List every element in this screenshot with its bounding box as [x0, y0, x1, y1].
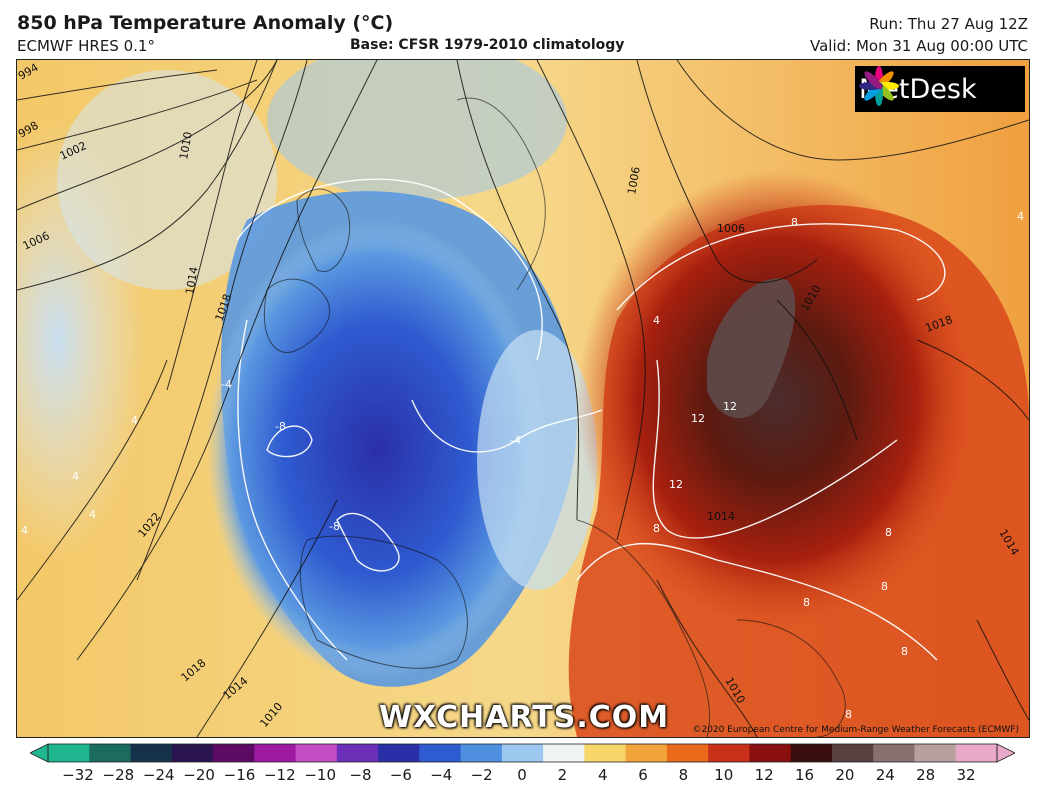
colorbar-right-arrow [996, 743, 1015, 763]
metdesk-logo: MetDesk [855, 66, 1025, 112]
anomaly-label: -8 [329, 520, 340, 533]
isobar-label: 1006 [625, 166, 643, 196]
colorbar-segment [171, 744, 214, 762]
anomaly-label: 12 [723, 400, 737, 413]
anomaly-label: 12 [691, 412, 705, 425]
anomaly-label: 8 [885, 526, 892, 539]
anomaly-label-group: -8 -8 -4 -4 4 4 4 4 4 8 8 8 8 8 8 12 12 … [21, 210, 1024, 721]
colorbar-segment [460, 744, 503, 762]
colorbar-left-arrow [30, 743, 49, 763]
copyright-notice: ©2020 European Centre for Medium-Range W… [692, 725, 1019, 735]
colorbar-tick-label: 20 [835, 766, 855, 784]
colorbar-segment [584, 744, 627, 762]
colorbar-tick-label: −20 [183, 766, 215, 784]
colorbar-segment [708, 744, 750, 762]
isobar-label: 1014 [707, 510, 735, 523]
colorbar-segment [254, 744, 297, 762]
colorbar-tick-label: −32 [62, 766, 94, 784]
colorbar-tick-label: 8 [678, 766, 689, 784]
colorbar-tick-label: 12 [754, 766, 774, 784]
isobar-label: 1006 [717, 222, 745, 235]
colorbar-tick-label: −2 [470, 766, 493, 784]
colorbar-tick-label: −6 [389, 766, 412, 784]
colorbar-segment [749, 744, 792, 762]
colorbar-tick-label: 10 [714, 766, 734, 784]
north-cool-band [267, 60, 567, 200]
anomaly-contours [236, 178, 946, 661]
watermark: WXCHARTS.COM [379, 700, 670, 735]
colorbar-segment [336, 744, 379, 762]
anomaly-label: 4 [89, 508, 96, 521]
anomaly-map: 994 998 1002 1006 1010 1014 1018 1022 10… [16, 59, 1030, 738]
colorbar-tick-label: 28 [916, 766, 936, 784]
colorbar-tick-label: 0 [517, 766, 527, 784]
colorbar-segment [955, 744, 998, 762]
colorbar-segment [666, 744, 709, 762]
isobar-label: 1010 [177, 131, 195, 161]
chart-title: 850 hPa Temperature Anomaly (°C) [17, 12, 394, 34]
colorbar-tick-label: 4 [597, 766, 608, 784]
anomaly-label: 8 [791, 216, 798, 229]
colorbar [30, 743, 1015, 763]
anomaly-label: 4 [72, 470, 79, 483]
warm-12-region [707, 278, 796, 419]
colorbar-tick-label: −24 [142, 766, 175, 784]
colorbar-tick-label: −10 [304, 766, 336, 784]
anomaly-label: 8 [845, 708, 852, 721]
coastlines [263, 97, 846, 737]
model-label: ECMWF HRES 0.1° [17, 37, 155, 55]
map-canvas: 994 998 1002 1006 1010 1014 1018 1022 10… [17, 60, 1029, 737]
northwest-cool-band [57, 70, 277, 290]
anomaly-label: 4 [1017, 210, 1024, 223]
colorbar-segment [130, 744, 173, 762]
colorbar-segment [89, 744, 132, 762]
anomaly-label: -8 [275, 420, 286, 433]
colorbar-segment [48, 744, 90, 762]
valid-time-label: Valid: Mon 31 Aug 00:00 UTC [809, 37, 1028, 55]
cold-anomaly-core [207, 220, 547, 680]
anomaly-label: 4 [131, 414, 138, 427]
anomaly-label: 4 [21, 524, 28, 537]
anomaly-label: -4 [221, 378, 232, 391]
colorbar-tick-label: −4 [430, 766, 453, 784]
run-time-label: Run: Thu 27 Aug 12Z [869, 15, 1028, 33]
colorbar-segment [790, 744, 833, 762]
colorbar-ticks: −32 −28 −24 −20 −16 −12 −10 −8 −6 −4 −2 0 2 4 6 8 10 12 16… [0, 766, 1045, 788]
climatology-base-label: Base: CFSR 1979-2010 climatology [350, 37, 625, 53]
colorbar-frame [47, 743, 998, 763]
colorbar-tick-label: −8 [349, 766, 372, 784]
colorbar-segment [419, 744, 462, 762]
colorbar-tick-label: −16 [223, 766, 256, 784]
colorbar-segments [48, 744, 998, 762]
colorbar-tick-label: −12 [263, 766, 296, 784]
colorbar-tick-label: −28 [102, 766, 135, 784]
metdesk-flower-icon [859, 66, 899, 106]
colorbar-tick-label: 16 [794, 766, 815, 784]
colorbar-tick-label: 32 [956, 766, 976, 784]
anomaly-label: 12 [669, 478, 683, 491]
colorbar-segment [501, 744, 544, 762]
anomaly-label: 8 [901, 645, 908, 658]
colorbar-tick-label: 24 [875, 766, 895, 784]
isobar-label: 1014 [183, 266, 201, 296]
anomaly-label: 4 [653, 314, 660, 327]
isobar-contours [17, 60, 1029, 737]
warm-anomaly-core [577, 170, 977, 630]
colorbar-tick-label: 2 [557, 766, 568, 784]
colorbar-segment [213, 744, 255, 762]
colorbar-segment [378, 744, 420, 762]
anomaly-label: 8 [881, 580, 888, 593]
colorbar-segment [831, 744, 874, 762]
colorbar-segment [295, 744, 338, 762]
colorbar-segment [625, 744, 668, 762]
colorbar-segment [543, 744, 585, 762]
anomaly-label: 8 [803, 596, 810, 609]
colorbar-segment [873, 744, 915, 762]
anomaly-label: -4 [510, 434, 521, 447]
colorbar-tick-label: 6 [638, 766, 648, 784]
anomaly-label: 8 [653, 522, 660, 535]
chart-header: 850 hPa Temperature Anomaly (°C) ECMWF H… [0, 0, 1045, 58]
cold-pale-edge [477, 330, 597, 590]
colorbar-segment [914, 744, 957, 762]
